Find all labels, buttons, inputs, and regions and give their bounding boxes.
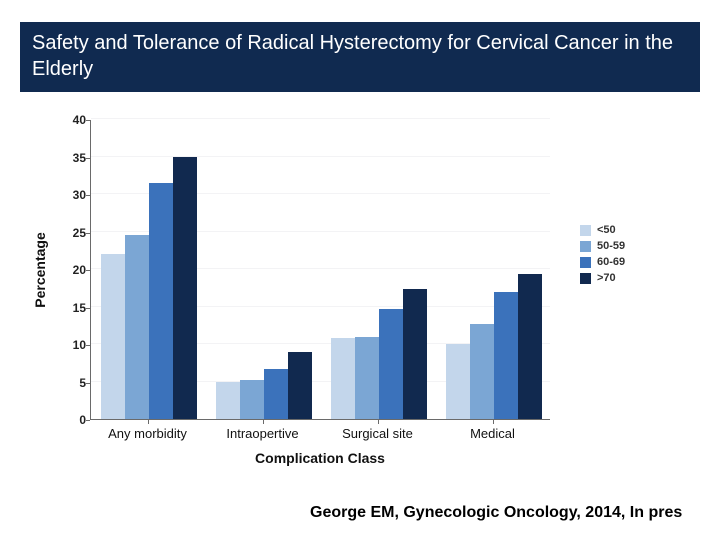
bar xyxy=(518,274,542,419)
legend-item: 60-69 xyxy=(580,256,680,268)
legend-item: 50-59 xyxy=(580,240,680,252)
bar xyxy=(264,369,288,419)
bar xyxy=(101,254,125,419)
slide-title: Safety and Tolerance of Radical Hysterec… xyxy=(32,32,673,80)
legend-label: <50 xyxy=(597,224,616,236)
bar xyxy=(403,289,427,419)
bar xyxy=(149,183,173,419)
legend-swatch xyxy=(580,257,591,268)
x-tick-mark xyxy=(263,420,264,424)
y-tick-mark xyxy=(86,420,90,421)
legend-item: >70 xyxy=(580,272,680,284)
y-tick-label: 40 xyxy=(62,113,86,127)
gridline xyxy=(91,156,550,157)
gridline xyxy=(91,118,550,119)
x-axis-label: Complication Class xyxy=(90,450,550,466)
y-axis-label: Percentage xyxy=(32,232,48,307)
y-tick-label: 25 xyxy=(62,226,86,240)
citation: George EM, Gynecologic Oncology, 2014, I… xyxy=(310,504,682,522)
category-label: Medical xyxy=(435,426,550,441)
category-label: Intraopertive xyxy=(205,426,320,441)
slide: Safety and Tolerance of Radical Hysterec… xyxy=(0,0,720,540)
bar xyxy=(173,157,197,420)
legend-item: <50 xyxy=(580,224,680,236)
bar xyxy=(379,309,403,419)
bar xyxy=(494,292,518,420)
chart: Percentage 0510152025303540 Any morbidit… xyxy=(40,110,680,480)
category-label: Any morbidity xyxy=(90,426,205,441)
legend-label: 50-59 xyxy=(597,240,625,252)
bar xyxy=(446,344,470,419)
y-tick-label: 5 xyxy=(62,376,86,390)
plot-area xyxy=(90,120,550,420)
y-tick-label: 20 xyxy=(62,263,86,277)
legend-swatch xyxy=(580,273,591,284)
bar xyxy=(216,382,240,420)
bar xyxy=(240,380,264,419)
x-tick-mark xyxy=(493,420,494,424)
legend-label: 60-69 xyxy=(597,256,625,268)
y-tick-label: 15 xyxy=(62,301,86,315)
category-label: Surgical site xyxy=(320,426,435,441)
legend-swatch xyxy=(580,225,591,236)
bar xyxy=(331,338,355,419)
y-tick-label: 30 xyxy=(62,188,86,202)
legend-swatch xyxy=(580,241,591,252)
bar xyxy=(125,235,149,419)
legend: <50 50-59 60-69 >70 xyxy=(580,220,680,288)
x-tick-mark xyxy=(148,420,149,424)
bar xyxy=(355,337,379,419)
bar xyxy=(470,324,494,419)
legend-label: >70 xyxy=(597,272,616,284)
y-tick-label: 0 xyxy=(62,413,86,427)
bar xyxy=(288,352,312,420)
y-tick-label: 10 xyxy=(62,338,86,352)
y-tick-label: 35 xyxy=(62,151,86,165)
x-tick-mark xyxy=(378,420,379,424)
title-bar: Safety and Tolerance of Radical Hysterec… xyxy=(20,22,700,92)
